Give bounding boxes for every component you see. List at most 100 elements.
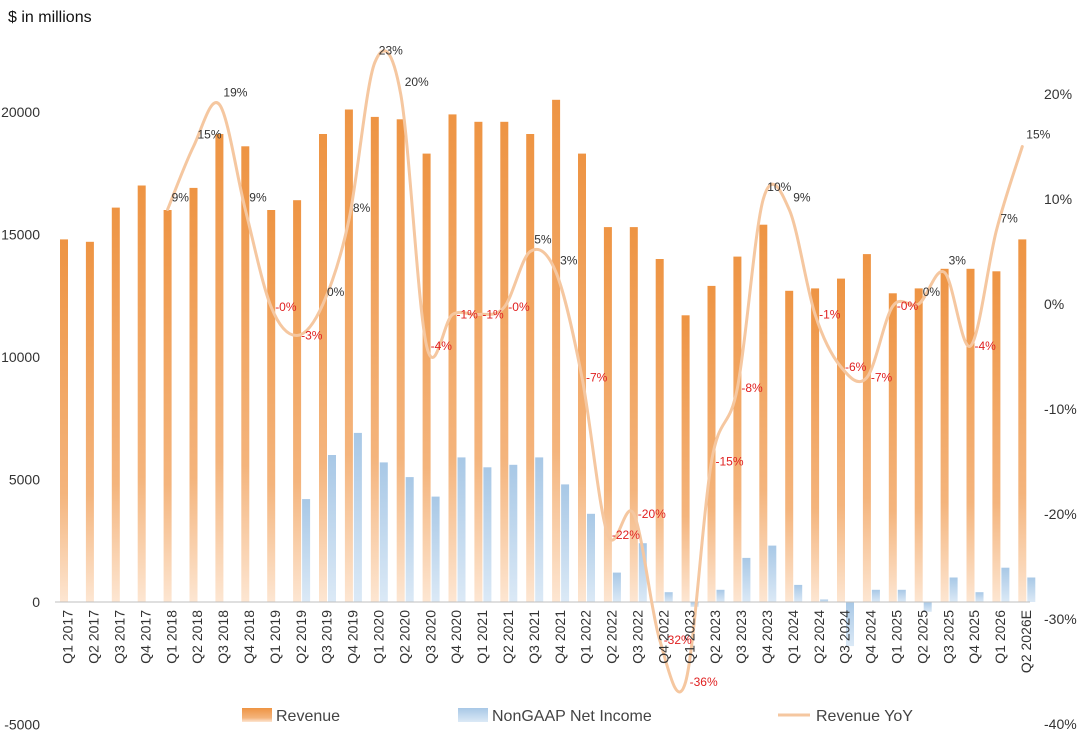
- yoy-data-label: -3%: [301, 329, 323, 343]
- net-income-bar: [379, 462, 388, 602]
- yoy-data-label: -20%: [638, 507, 666, 521]
- yoy-data-label: -0%: [508, 300, 530, 314]
- revenue-bar: [629, 227, 638, 602]
- x-axis-tick-label: Q3 2024: [837, 610, 853, 664]
- x-axis-tick-label: Q1 2023: [681, 610, 697, 664]
- revenue-bar: [733, 256, 742, 602]
- net-income-bar: [405, 477, 414, 602]
- revenue-bar: [966, 268, 975, 602]
- revenue-bar: [241, 146, 250, 603]
- net-income-bar: [561, 484, 570, 602]
- left-axis-tick-label: 20000: [1, 104, 40, 120]
- yoy-data-label: 3%: [560, 254, 578, 268]
- revenue-bar: [888, 293, 897, 602]
- x-axis-tick-label: Q1 2025: [889, 610, 905, 664]
- x-axis-tick-label: Q1 2026: [992, 610, 1008, 664]
- left-axis-tick-label: -5000: [4, 717, 40, 733]
- net-income-bar: [483, 467, 492, 603]
- x-axis-tick-label: Q4 2022: [655, 610, 671, 664]
- x-axis-tick-label: Q2 2019: [293, 610, 309, 664]
- legend-label-revenue: Revenue: [276, 708, 340, 725]
- x-axis-tick-label: Q3 2017: [112, 610, 128, 664]
- right-axis-tick-label: 0%: [1044, 296, 1064, 312]
- legend-label-net-income: NonGAAP Net Income: [492, 708, 652, 725]
- revenue-bar: [862, 254, 871, 602]
- yoy-data-label: 19%: [223, 86, 247, 100]
- net-income-bar: [509, 464, 518, 602]
- left-axis-tick-label: 15000: [1, 227, 40, 243]
- yoy-data-label: -6%: [845, 360, 867, 374]
- legend-swatch-revenue: [242, 708, 272, 722]
- yoy-data-label: -4%: [431, 339, 453, 353]
- x-axis-tick-label: Q1 2018: [163, 610, 179, 664]
- net-income-bar: [457, 457, 466, 602]
- x-axis-tick-label: Q3 2023: [733, 610, 749, 664]
- revenue-bar: [189, 187, 198, 602]
- net-income-bar: [535, 457, 544, 602]
- revenue-bar: [293, 200, 302, 602]
- legend: Revenue NonGAAP Net Income Revenue YoY: [242, 708, 913, 725]
- revenue-bar: [370, 116, 379, 603]
- net-income-bar: [1001, 567, 1010, 602]
- revenue-bar: [85, 241, 94, 603]
- x-axis-tick-label: Q2 2025: [914, 610, 930, 664]
- revenue-bars: [60, 99, 1027, 603]
- x-axis-tick-label: Q4 2019: [345, 610, 361, 664]
- revenue-bar: [111, 207, 120, 602]
- revenue-bar: [1018, 239, 1027, 602]
- right-axis-tick-label: -30%: [1044, 611, 1077, 627]
- x-axis-tick-label: Q4 2025: [966, 610, 982, 664]
- net-income-bar: [794, 584, 803, 602]
- x-axis-tick-label: Q2 2024: [811, 610, 827, 664]
- yoy-data-label: 9%: [793, 191, 811, 205]
- x-axis-tick-label: Q3 2021: [526, 610, 542, 664]
- right-axis-tick-label: -10%: [1044, 401, 1077, 417]
- yoy-data-label: 9%: [172, 191, 190, 205]
- yoy-data-label: 8%: [353, 201, 371, 215]
- x-axis-tick-label: Q1 2020: [371, 610, 387, 664]
- revenue-bar: [526, 134, 535, 602]
- yoy-data-label: 7%: [1000, 212, 1018, 226]
- revenue-bar: [707, 285, 716, 602]
- x-axis-tick-label: Q4 2021: [552, 610, 568, 664]
- net-income-bar: [302, 499, 311, 602]
- left-axis-tick-label: 10000: [1, 349, 40, 365]
- yoy-data-label: -8%: [741, 381, 763, 395]
- revenue-bar: [500, 121, 509, 603]
- net-income-bars: [302, 432, 1036, 647]
- yoy-data-label: -0%: [897, 299, 919, 313]
- revenue-bar: [681, 315, 690, 602]
- legend-label-yoy: Revenue YoY: [816, 708, 913, 725]
- yoy-data-label: 15%: [198, 128, 222, 142]
- net-income-bar: [742, 557, 751, 602]
- yoy-data-label: -1%: [457, 308, 479, 322]
- net-income-bar: [353, 432, 362, 602]
- net-income-bar: [431, 496, 440, 602]
- revenue-bar: [422, 153, 431, 602]
- revenue-bar: [163, 210, 172, 602]
- revenue-bar: [344, 109, 353, 602]
- revenue-bar: [940, 268, 949, 602]
- revenue-bar: [60, 239, 68, 602]
- net-income-bar: [1027, 577, 1036, 602]
- yoy-data-label: -22%: [612, 528, 640, 542]
- yoy-data-label: 3%: [949, 254, 967, 268]
- revenue-bar: [215, 134, 224, 602]
- yoy-data-label: -7%: [586, 371, 608, 385]
- net-income-bar: [612, 572, 621, 602]
- yoy-data-label: -15%: [716, 455, 744, 469]
- revenue-bar: [655, 259, 664, 602]
- x-axis-tick-label: Q4 2020: [448, 610, 464, 664]
- revenue-bar: [448, 114, 457, 603]
- x-axis-tick-label: Q3 2019: [319, 610, 335, 664]
- yoy-data-label: -7%: [871, 371, 893, 385]
- x-axis-tick-label: Q3 2020: [422, 610, 438, 664]
- net-income-bar: [871, 589, 880, 603]
- revenue-bar: [837, 278, 845, 602]
- revenue-bar: [267, 210, 276, 602]
- revenue-bar: [137, 185, 146, 602]
- revenue-yoy-line: [166, 49, 1024, 694]
- net-income-bar: [638, 543, 647, 602]
